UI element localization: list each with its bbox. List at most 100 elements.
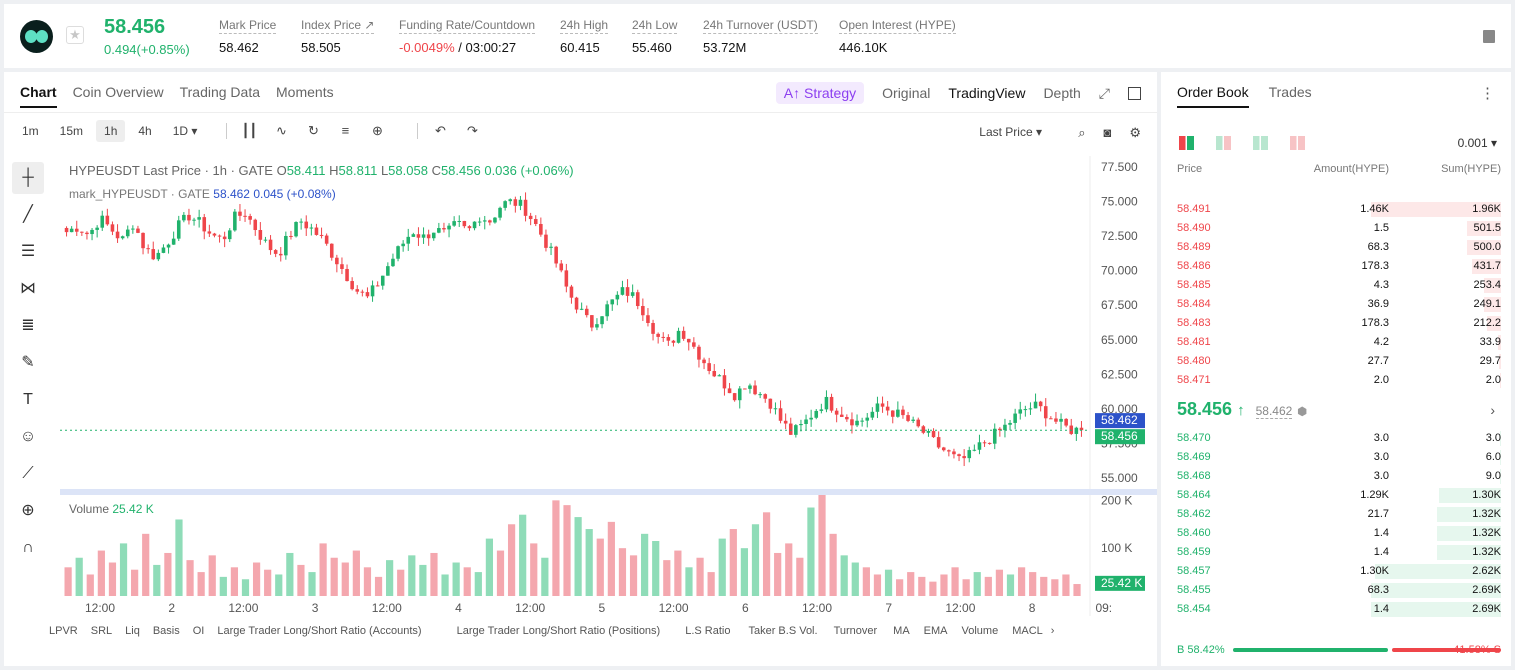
indicator-srl[interactable]: SRL: [90, 625, 113, 637]
ask-row[interactable]: 58.490 1.5 501.5: [1161, 219, 1511, 238]
ask-row[interactable]: 58.485 4.3 253.4: [1161, 276, 1511, 295]
bid-amount: 21.7: [1367, 508, 1389, 520]
tab-chart[interactable]: Chart: [20, 84, 57, 108]
precision-select[interactable]: 0.001 ▾: [1457, 136, 1497, 150]
pattern-icon[interactable]: ⋈: [20, 280, 36, 297]
notebook-icon[interactable]: [1483, 30, 1495, 43]
tab-trading-data[interactable]: Trading Data: [179, 84, 261, 100]
pane-resize-handle[interactable]: [60, 489, 1157, 495]
tab-order-book[interactable]: Order Book: [1177, 84, 1249, 108]
price-source-select[interactable]: Last Price ▾: [979, 125, 1042, 139]
indicator-lpvr[interactable]: LPVR: [49, 625, 78, 637]
bid-row[interactable]: 58.470 3.0 3.0: [1161, 429, 1511, 448]
ask-row[interactable]: 58.480 27.7 29.7: [1161, 352, 1511, 371]
ask-row[interactable]: 58.489 68.3 500.0: [1161, 238, 1511, 257]
view-depth[interactable]: Depth: [1043, 85, 1081, 101]
chevron-right-icon[interactable]: ›: [1490, 402, 1495, 418]
more-menu-icon[interactable]: ⋮: [1480, 85, 1495, 102]
bid-row[interactable]: 58.468 3.0 9.0: [1161, 467, 1511, 486]
stat-funding-rate[interactable]: Funding Rate/Countdown -0.0049% / 03:00:…: [399, 18, 536, 55]
indicator-large-trader-accounts[interactable]: Large Trader Long/Short Ratio (Accounts): [217, 625, 422, 637]
view-asks-icon[interactable]: [1253, 136, 1268, 150]
templates-icon[interactable]: ≡: [341, 123, 350, 138]
strategy-button[interactable]: A↑ Strategy: [775, 82, 865, 104]
crosshair-icon[interactable]: ┼: [12, 162, 44, 194]
ask-row[interactable]: 58.484 36.9 249.1: [1161, 295, 1511, 314]
trend-line-icon[interactable]: ╱: [23, 206, 33, 223]
chevron-right-icon[interactable]: ›: [1050, 625, 1055, 637]
bid-row[interactable]: 58.454 1.4 2.69K: [1161, 600, 1511, 619]
indicator-ls-ratio[interactable]: L.S Ratio: [685, 625, 731, 637]
time-tick-label: 4: [455, 601, 462, 615]
indicator-oi[interactable]: OI: [192, 625, 205, 637]
volume-bar: [785, 543, 793, 596]
timeframe-1m[interactable]: 1m: [22, 124, 39, 138]
indicator-turnover[interactable]: Turnover: [833, 625, 878, 637]
indicator-volume[interactable]: Volume: [961, 625, 999, 637]
volume-bar: [862, 567, 870, 596]
gear-icon[interactable]: ⚙: [1129, 125, 1141, 140]
indicator-ma[interactable]: MA: [893, 625, 910, 637]
indicator-macd[interactable]: MACL: [1012, 625, 1043, 637]
bid-row[interactable]: 58.455 68.3 2.69K: [1161, 581, 1511, 600]
tab-coin-overview[interactable]: Coin Overview: [72, 84, 164, 100]
indicator-taker-bs-vol[interactable]: Taker B.S Vol.: [748, 625, 818, 637]
ask-row[interactable]: 58.471 2.0 2.0: [1161, 371, 1511, 390]
timeframe-15m[interactable]: 15m: [59, 124, 84, 138]
tab-trades[interactable]: Trades: [1268, 84, 1312, 100]
bid-row[interactable]: 58.459 1.4 1.32K: [1161, 543, 1511, 562]
view-both-icon[interactable]: [1179, 136, 1194, 150]
ask-row[interactable]: 58.481 4.2 33.9: [1161, 333, 1511, 352]
replay-icon[interactable]: ↻: [307, 123, 319, 138]
fullscreen-icon[interactable]: [1128, 86, 1141, 100]
view-sell-icon[interactable]: [1290, 136, 1305, 150]
fib-icon[interactable]: ≣: [21, 317, 35, 334]
emoji-icon[interactable]: ☺: [19, 428, 37, 445]
ask-amount: 2.0: [1373, 374, 1389, 386]
timeframe-1h[interactable]: 1h: [96, 120, 126, 142]
tab-moments[interactable]: Moments: [276, 84, 334, 100]
stat-index-price[interactable]: Index Price ↗ 58.505: [301, 18, 375, 55]
view-bids-icon[interactable]: [1216, 136, 1231, 150]
add-alert-icon[interactable]: ⊕: [371, 123, 383, 138]
zoom-in-icon[interactable]: ⊕: [21, 502, 35, 519]
buy-ratio-bar: [1233, 648, 1388, 652]
candle-type-icon[interactable]: ┃┃: [241, 123, 258, 138]
candle-body: [294, 221, 298, 237]
mid-price[interactable]: 58.456 ↑ 58.462 ⬢: [1177, 399, 1307, 419]
indicators-icon[interactable]: ∿: [275, 123, 287, 138]
ask-row[interactable]: 58.483 178.3 212.2: [1161, 314, 1511, 333]
candle-body: [972, 449, 977, 451]
view-tradingview[interactable]: TradingView: [948, 85, 1026, 101]
horizontal-lines-icon[interactable]: ☰: [20, 243, 36, 260]
timeframe-1d-dropdown[interactable]: 1D ▾: [172, 124, 198, 138]
ruler-icon[interactable]: ⟋: [22, 465, 34, 482]
indicator-large-trader-positions[interactable]: Large Trader Long/Short Ratio (Positions…: [456, 625, 661, 637]
indicator-basis[interactable]: Basis: [152, 625, 180, 637]
candlestick-chart[interactable]: 77.500 75.000 72.500 70.000 67.500 65.000 62.5…: [60, 156, 1157, 616]
timeframe-4h[interactable]: 4h: [138, 124, 152, 138]
stat-mark-price[interactable]: Mark Price 58.462: [219, 18, 277, 55]
camera-icon[interactable]: ◙: [1103, 125, 1112, 140]
view-original[interactable]: Original: [882, 85, 931, 101]
stat-open-interest[interactable]: Open Interest (HYPE) 446.10K: [839, 18, 956, 55]
indicator-liq[interactable]: Liq: [125, 625, 140, 637]
bid-row[interactable]: 58.460 1.4 1.32K: [1161, 524, 1511, 543]
bid-row[interactable]: 58.469 3.0 6.0: [1161, 448, 1511, 467]
candle-body: [335, 257, 339, 265]
text-tool-icon[interactable]: T: [23, 391, 33, 408]
search-icon[interactable]: ⌕: [1078, 125, 1086, 140]
bid-row[interactable]: 58.462 21.7 1.32K: [1161, 505, 1511, 524]
redo-icon[interactable]: ↷: [466, 123, 478, 138]
brush-icon[interactable]: ✎: [21, 354, 35, 371]
favorite-star-icon[interactable]: ★: [66, 26, 84, 44]
undo-icon[interactable]: ↶: [434, 123, 446, 138]
magnet-icon[interactable]: ∩: [22, 539, 34, 556]
price-tick-label: 77.500: [1101, 160, 1138, 174]
ask-row[interactable]: 58.486 178.3 431.7: [1161, 257, 1511, 276]
ask-row[interactable]: 58.491 1.46K 1.96K: [1161, 200, 1511, 219]
bid-row[interactable]: 58.464 1.29K 1.30K: [1161, 486, 1511, 505]
indicator-ema[interactable]: EMA: [923, 625, 948, 637]
bid-row[interactable]: 58.457 1.30K 2.62K: [1161, 562, 1511, 581]
expand-icon[interactable]: ⤢: [1098, 84, 1110, 101]
